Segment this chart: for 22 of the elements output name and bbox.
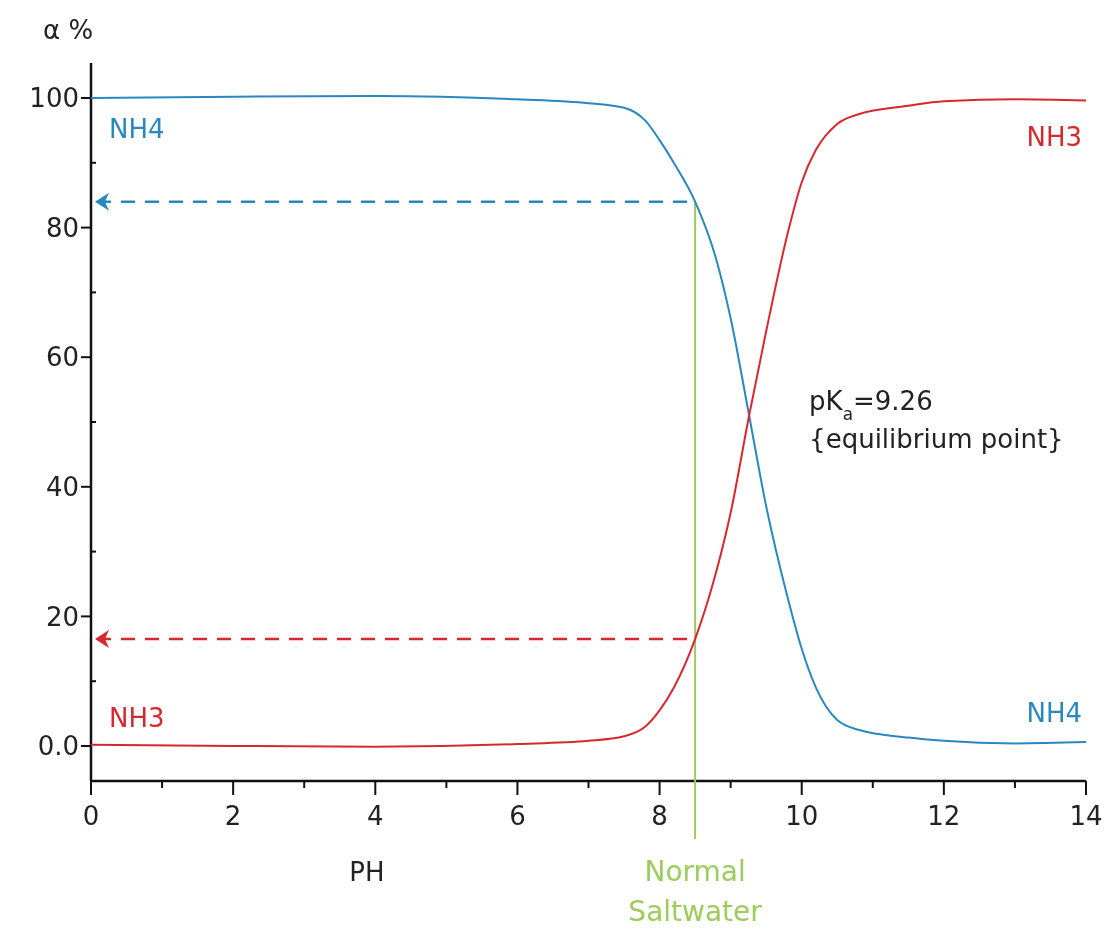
y-tick-label: 0.0 <box>37 731 79 762</box>
series-label: NH4 <box>1026 698 1082 729</box>
x-tick-label: 12 <box>927 801 961 831</box>
x-tick-label: 6 <box>509 801 526 831</box>
ref-line-label: Normal Saltwater <box>628 855 763 928</box>
x-tick-label: 2 <box>224 801 242 831</box>
series-label: NH3 <box>109 702 165 733</box>
x-tick-label: 8 <box>651 801 668 831</box>
x-tick-label: 0 <box>82 801 100 831</box>
y-tick-label: 40 <box>45 471 79 502</box>
y-tick-label: 60 <box>45 342 79 373</box>
y-tick-label: 100 <box>29 83 79 114</box>
y-tick-label: 80 <box>45 212 79 243</box>
y-axis-title: α % <box>43 15 94 45</box>
x-tick-label: 14 <box>1069 801 1103 831</box>
x-axis-title: PH <box>349 857 385 887</box>
y-tick-label: 20 <box>45 601 79 632</box>
annotation: pK$_{a}$=9.26 {equilibrium point} <box>809 385 1064 454</box>
x-tick-label: 10 <box>785 801 819 831</box>
text: NH4 <box>109 113 165 144</box>
x-tick-label: 4 <box>367 801 384 831</box>
text: NH3 <box>1026 121 1082 152</box>
